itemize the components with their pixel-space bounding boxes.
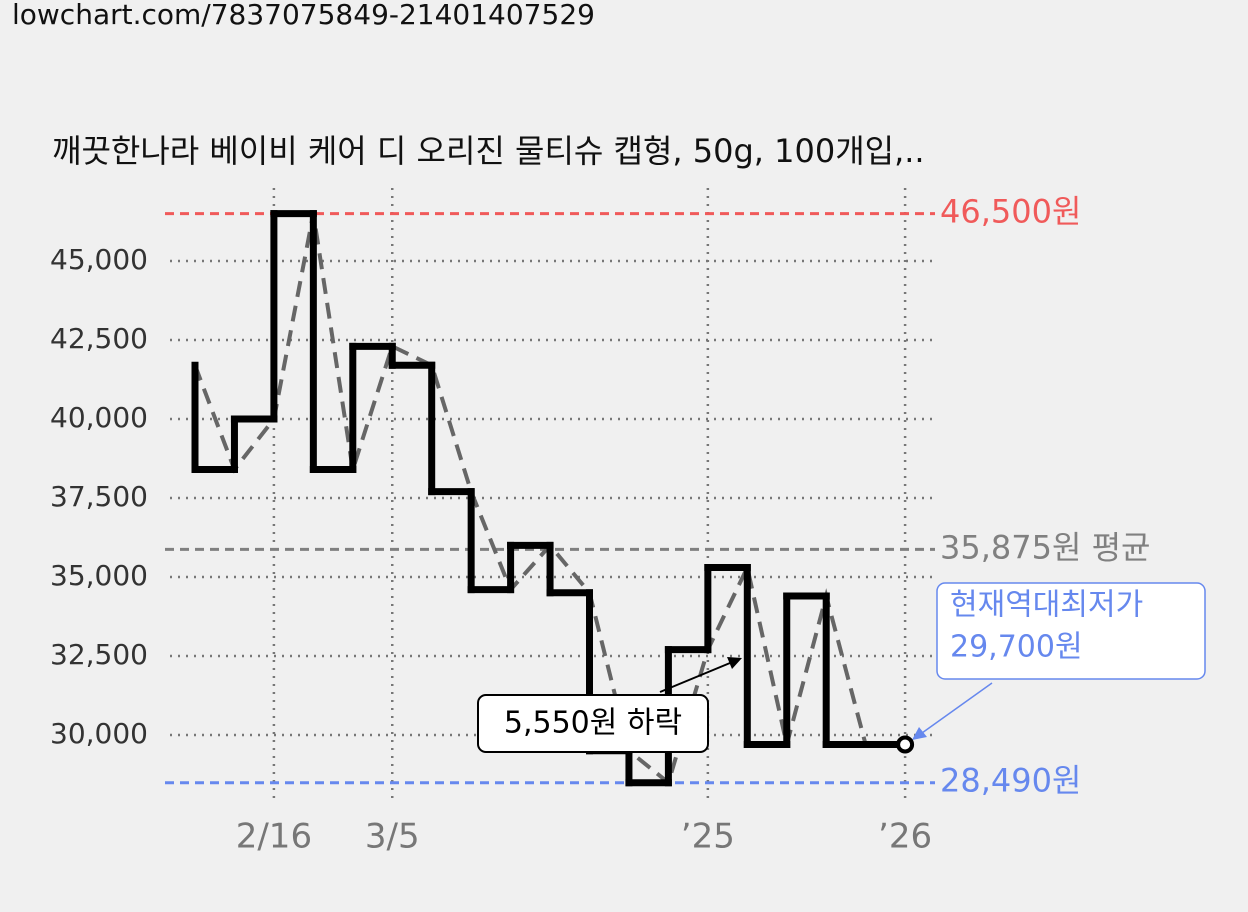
y-tick-label: 37,500 xyxy=(50,480,148,513)
x-tick-label: 3/5 xyxy=(365,817,420,857)
current-box xyxy=(936,582,1206,680)
y-tick-label: 30,000 xyxy=(50,717,148,750)
reference-label: 35,875원 평균 xyxy=(940,528,1150,566)
current-arrow xyxy=(921,682,993,734)
drop-box xyxy=(477,694,709,753)
current-label: 29,700원 xyxy=(950,630,1083,665)
x-tick-label: 2/16 xyxy=(236,817,312,857)
chart-title: 깨끗한나라 베이비 케어 디 오리진 물티슈 캡형, 50g, 100개입,.. xyxy=(52,132,925,170)
current-title: 현재역대최저가 xyxy=(950,588,1143,623)
reference-label: 46,500원 xyxy=(940,193,1081,231)
y-tick-label: 35,000 xyxy=(50,559,148,592)
current-arrowhead xyxy=(912,727,927,740)
x-tick-label: ’26 xyxy=(878,817,932,857)
y-tick-label: 32,500 xyxy=(50,638,148,671)
drop-arrowhead xyxy=(727,657,742,669)
y-tick-label: 45,000 xyxy=(50,243,148,276)
reference-label: 28,490원 xyxy=(940,762,1081,800)
y-tick-label: 42,500 xyxy=(50,322,148,355)
drop-label: 5,550원 하락 xyxy=(504,706,682,741)
y-tick-label: 40,000 xyxy=(50,401,148,434)
current-point xyxy=(896,735,915,754)
x-tick-label: ’25 xyxy=(681,817,735,857)
source-url: lowchart.com/7837075849-21401407529 xyxy=(12,0,595,31)
drop-arrow xyxy=(659,662,731,693)
